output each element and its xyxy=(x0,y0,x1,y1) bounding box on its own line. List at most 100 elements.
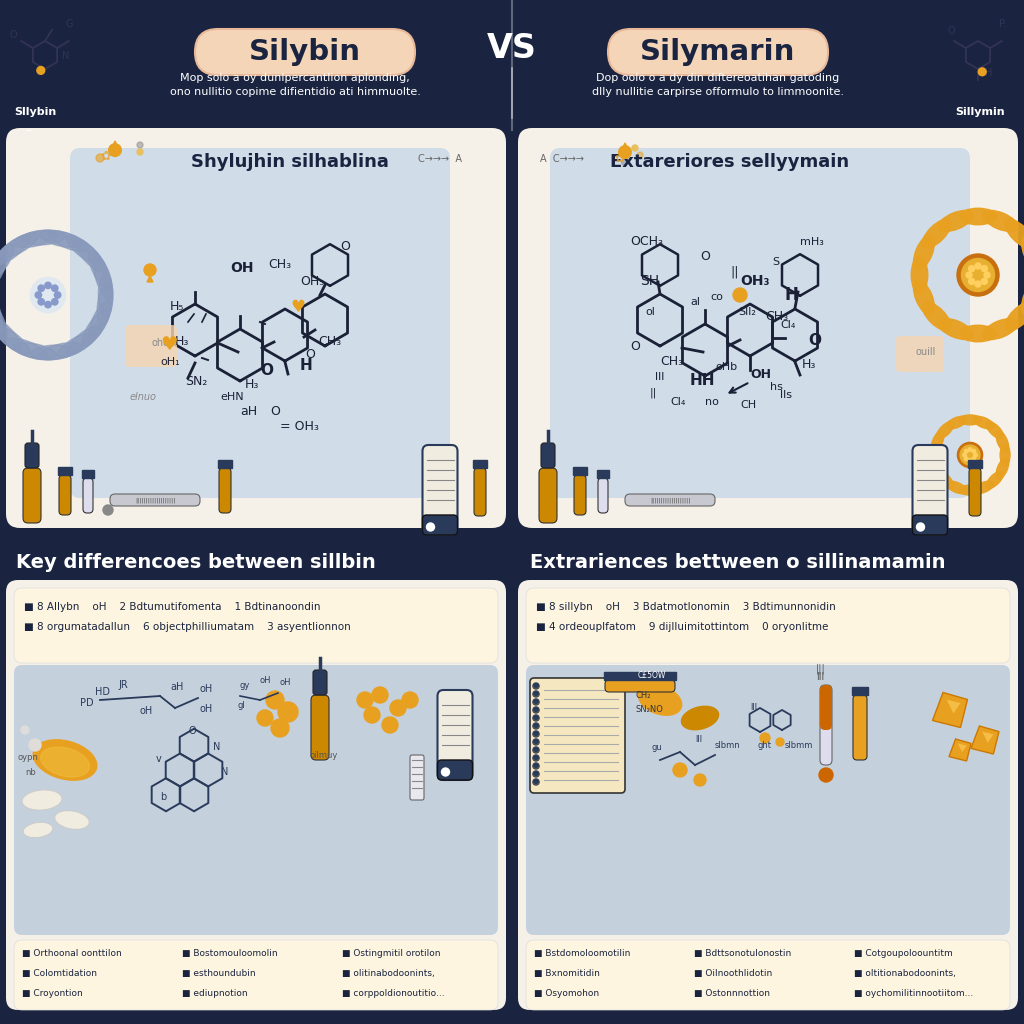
Ellipse shape xyxy=(67,236,101,265)
Ellipse shape xyxy=(681,707,719,730)
Ellipse shape xyxy=(986,471,1004,488)
Text: ■ 8 Allybn    oH    2 Bdtumutifomenta    1 Bdtinanoondin: ■ 8 Allybn oH 2 Bdtumutifomenta 1 Bdtina… xyxy=(24,602,321,612)
Circle shape xyxy=(978,68,986,76)
Circle shape xyxy=(673,763,687,777)
Text: b: b xyxy=(160,792,167,802)
Ellipse shape xyxy=(1005,302,1024,331)
Text: _: _ xyxy=(26,121,31,131)
Text: H₃: H₃ xyxy=(802,358,816,371)
Text: Silybin: Silybin xyxy=(249,38,361,66)
Circle shape xyxy=(382,717,398,733)
Circle shape xyxy=(534,731,539,737)
FancyBboxPatch shape xyxy=(820,685,831,765)
Ellipse shape xyxy=(983,211,1018,231)
FancyBboxPatch shape xyxy=(100,8,924,126)
Text: O: O xyxy=(340,240,350,253)
FancyBboxPatch shape xyxy=(311,695,329,760)
Text: A  C→→→: A C→→→ xyxy=(540,154,584,164)
Text: CH₃: CH₃ xyxy=(765,310,788,323)
Text: ■ oltitionabodoonints,: ■ oltitionabodoonints, xyxy=(854,969,955,978)
FancyBboxPatch shape xyxy=(541,443,555,468)
Text: Extareriores sellyymain: Extareriores sellyymain xyxy=(610,153,850,171)
Ellipse shape xyxy=(88,300,112,340)
Text: H: H xyxy=(300,358,312,373)
Ellipse shape xyxy=(57,332,96,357)
Text: CH₃: CH₃ xyxy=(660,355,683,368)
Text: Sll₂: Sll₂ xyxy=(738,307,756,317)
Text: al: al xyxy=(690,297,700,307)
Text: ght: ght xyxy=(758,741,772,750)
Ellipse shape xyxy=(986,422,1004,439)
Text: S: S xyxy=(772,257,779,267)
Circle shape xyxy=(364,707,380,723)
Circle shape xyxy=(694,774,706,786)
Polygon shape xyxy=(946,699,961,714)
Circle shape xyxy=(22,726,29,734)
Ellipse shape xyxy=(0,250,7,290)
FancyBboxPatch shape xyxy=(0,530,1024,580)
FancyBboxPatch shape xyxy=(423,515,458,535)
Circle shape xyxy=(534,739,539,745)
Ellipse shape xyxy=(93,257,113,299)
Text: gl: gl xyxy=(238,701,246,710)
Ellipse shape xyxy=(931,431,944,453)
Ellipse shape xyxy=(41,748,89,777)
FancyBboxPatch shape xyxy=(14,940,498,1010)
FancyBboxPatch shape xyxy=(526,940,1010,1010)
Ellipse shape xyxy=(938,318,973,340)
Bar xyxy=(218,460,232,468)
Ellipse shape xyxy=(638,685,682,715)
Text: mH₃: mH₃ xyxy=(800,237,824,247)
Text: O: O xyxy=(305,348,314,361)
Text: CH₂: CH₂ xyxy=(635,691,650,700)
Circle shape xyxy=(96,154,104,162)
FancyBboxPatch shape xyxy=(14,588,498,663)
Circle shape xyxy=(975,263,981,269)
Ellipse shape xyxy=(996,458,1009,479)
Text: CH₃: CH₃ xyxy=(318,335,341,348)
Ellipse shape xyxy=(958,485,981,495)
Text: C→→→  A: C→→→ A xyxy=(418,154,462,164)
Text: co: co xyxy=(710,292,723,302)
Ellipse shape xyxy=(973,417,994,429)
Circle shape xyxy=(534,683,539,689)
Text: OCH₃: OCH₃ xyxy=(630,234,663,248)
Circle shape xyxy=(534,715,539,721)
Ellipse shape xyxy=(913,280,935,315)
Ellipse shape xyxy=(97,282,113,326)
Ellipse shape xyxy=(937,471,954,488)
Circle shape xyxy=(257,710,273,726)
Ellipse shape xyxy=(983,318,1018,340)
Text: ■ Bstdomoloomotilin: ■ Bstdomoloomotilin xyxy=(534,949,631,958)
Circle shape xyxy=(966,272,972,278)
Ellipse shape xyxy=(946,481,967,494)
Polygon shape xyxy=(112,141,119,148)
Circle shape xyxy=(38,299,44,305)
Polygon shape xyxy=(622,143,629,151)
Ellipse shape xyxy=(959,326,996,342)
Text: O: O xyxy=(188,726,196,735)
Circle shape xyxy=(969,459,972,462)
Circle shape xyxy=(962,258,994,292)
FancyBboxPatch shape xyxy=(605,680,675,692)
Text: lll: lll xyxy=(816,672,824,682)
Text: O: O xyxy=(630,340,640,353)
Circle shape xyxy=(534,746,539,753)
FancyBboxPatch shape xyxy=(896,336,944,372)
Bar xyxy=(473,460,487,468)
Text: oH: oH xyxy=(280,678,292,687)
Bar xyxy=(604,672,676,680)
Text: slbmn: slbmn xyxy=(715,741,740,750)
Text: = OH₃: = OH₃ xyxy=(280,420,318,433)
Circle shape xyxy=(357,692,373,708)
FancyBboxPatch shape xyxy=(83,478,93,513)
FancyBboxPatch shape xyxy=(219,468,231,513)
Text: ■ Orthoonal oonttilon: ■ Orthoonal oonttilon xyxy=(22,949,122,958)
Text: Sillymin: Sillymin xyxy=(955,106,1005,117)
Text: O: O xyxy=(260,362,273,378)
Circle shape xyxy=(271,719,289,737)
Text: H: H xyxy=(985,68,992,78)
Ellipse shape xyxy=(1022,234,1024,270)
Circle shape xyxy=(109,143,121,157)
Bar xyxy=(852,687,868,695)
